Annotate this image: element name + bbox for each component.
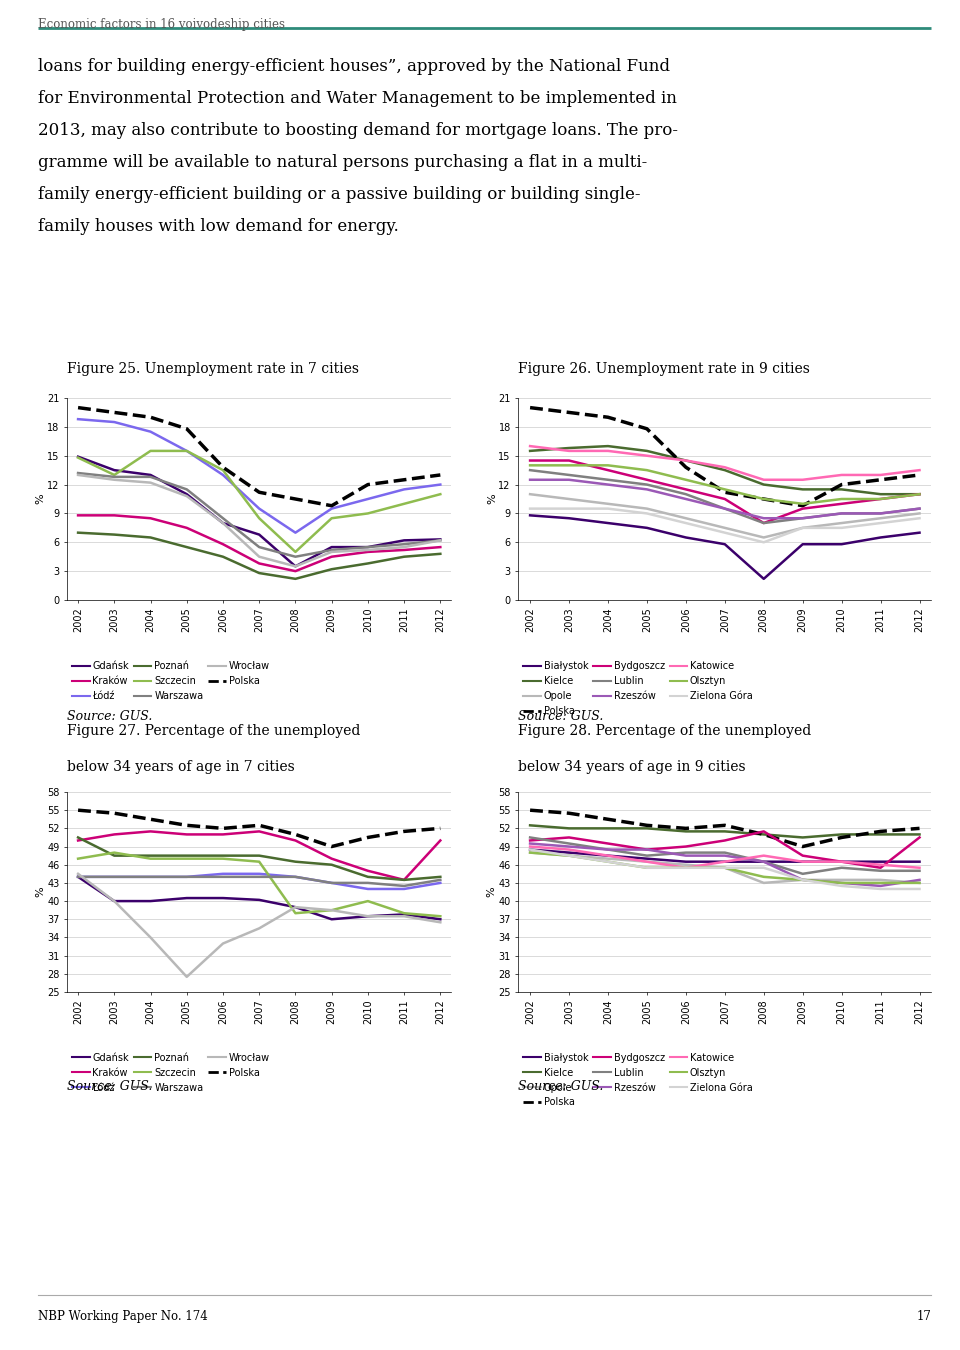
Legend: Gdańsk, Kraków, Łódź, Poznań, Szczecin, Warszawa, Wrocław, Polska: Gdańsk, Kraków, Łódź, Poznań, Szczecin, …: [72, 662, 270, 701]
Legend: Białystok, Kielce, Opole, Polska, Bydgoszcz, Lublin, Rzeszów, Katowice, Olsztyn,: Białystok, Kielce, Opole, Polska, Bydgos…: [523, 662, 753, 716]
Y-axis label: %: %: [487, 494, 497, 505]
Text: Source: GUS.: Source: GUS.: [67, 1080, 153, 1094]
Text: loans for building energy-efficient houses”, approved by the National Fund: loans for building energy-efficient hous…: [38, 58, 670, 76]
Text: Source: GUS.: Source: GUS.: [518, 710, 604, 724]
Y-axis label: %: %: [36, 494, 46, 505]
Text: Figure 26. Unemployment rate in 9 cities: Figure 26. Unemployment rate in 9 cities: [518, 362, 810, 377]
Y-axis label: %: %: [487, 887, 497, 898]
Y-axis label: %: %: [36, 887, 46, 898]
Legend: Białystok, Kielce, Opole, Polska, Bydgoszcz, Lublin, Rzeszów, Katowice, Olsztyn,: Białystok, Kielce, Opole, Polska, Bydgos…: [523, 1053, 753, 1107]
Text: 17: 17: [917, 1310, 931, 1323]
Text: family energy-efficient building or a passive building or building single-: family energy-efficient building or a pa…: [38, 186, 641, 202]
Text: NBP Working Paper No. 174: NBP Working Paper No. 174: [38, 1310, 208, 1323]
Text: Source: GUS.: Source: GUS.: [67, 710, 153, 724]
Text: 2013, may also contribute to boosting demand for mortgage loans. The pro-: 2013, may also contribute to boosting de…: [38, 122, 679, 139]
Text: for Environmental Protection and Water Management to be implemented in: for Environmental Protection and Water M…: [38, 90, 677, 107]
Text: family houses with low demand for energy.: family houses with low demand for energy…: [38, 217, 399, 235]
Text: below 34 years of age in 7 cities: below 34 years of age in 7 cities: [67, 760, 295, 774]
Legend: Gdańsk, Kraków, Łódź, Poznań, Szczecin, Warszawa, Wrocław, Polska: Gdańsk, Kraków, Łódź, Poznań, Szczecin, …: [72, 1053, 270, 1092]
Text: Figure 28. Percentage of the unemployed: Figure 28. Percentage of the unemployed: [518, 724, 811, 738]
Text: Figure 25. Unemployment rate in 7 cities: Figure 25. Unemployment rate in 7 cities: [67, 362, 359, 377]
Text: Economic factors in 16 voivodeship cities: Economic factors in 16 voivodeship citie…: [38, 18, 285, 31]
Text: Source: GUS.: Source: GUS.: [518, 1080, 604, 1094]
Text: gramme will be available to natural persons purchasing a flat in a multi-: gramme will be available to natural pers…: [38, 154, 648, 171]
Text: Figure 27. Percentage of the unemployed: Figure 27. Percentage of the unemployed: [67, 724, 361, 738]
Text: below 34 years of age in 9 cities: below 34 years of age in 9 cities: [518, 760, 746, 774]
